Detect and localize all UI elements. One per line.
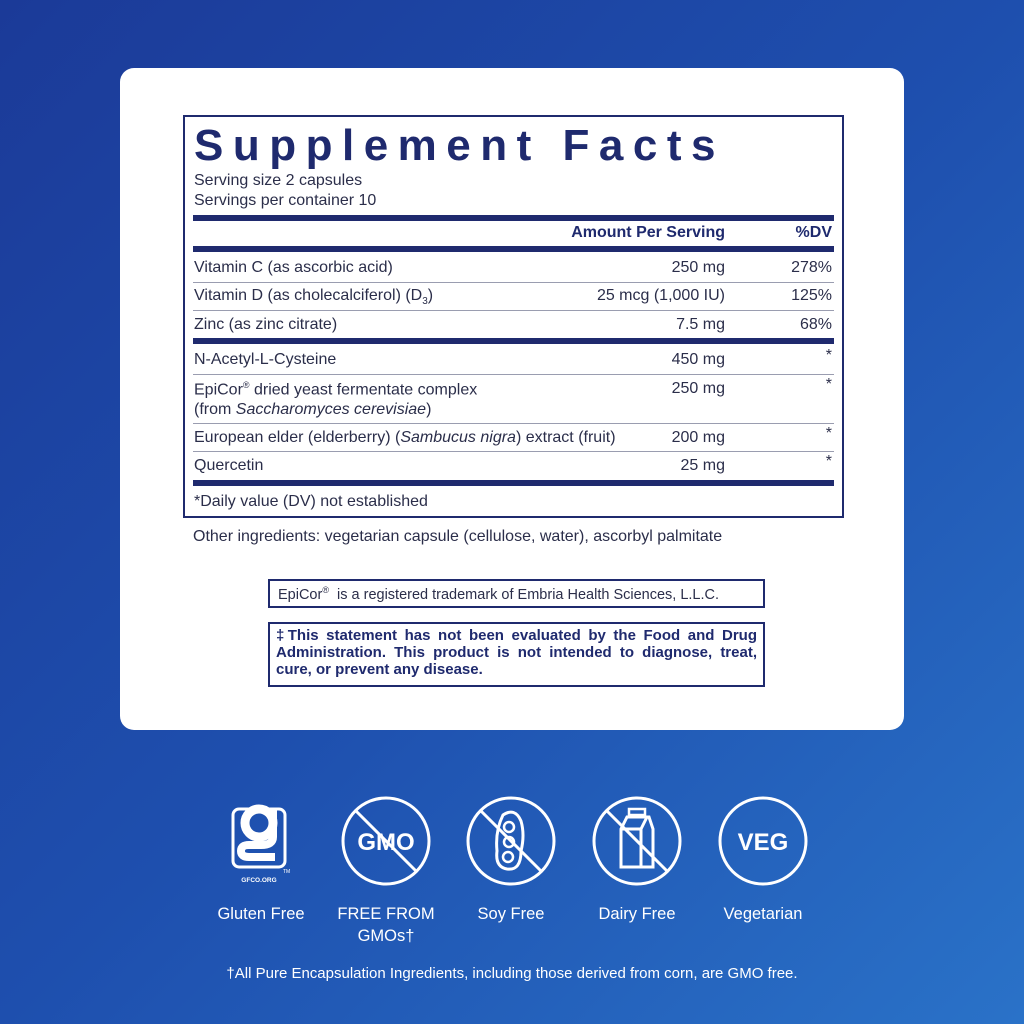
no-dairy-icon bbox=[592, 796, 682, 886]
row-name-rest: dried yeast fermentate complex bbox=[249, 381, 478, 399]
tm-mark: TM bbox=[283, 869, 290, 875]
row-name: EpiCor® dried yeast fermentate complex bbox=[194, 380, 477, 399]
label-line: GMOs† bbox=[357, 927, 415, 945]
gmo-text: GMO bbox=[357, 829, 414, 856]
row-name-end: ) extract (fruit) bbox=[515, 429, 616, 446]
gfco-text: GFCO.ORG bbox=[241, 877, 276, 884]
text: (from bbox=[194, 401, 236, 418]
row-name-text: European elder (elderberry) ( bbox=[194, 429, 401, 446]
row-amount: 25 mg bbox=[680, 457, 725, 474]
facts-title: Supplement Facts bbox=[194, 121, 725, 170]
species-name: Sambucus nigra bbox=[400, 429, 516, 446]
species-name: Saccharomyces cerevisiae bbox=[235, 401, 427, 418]
registered-mark: ® bbox=[322, 585, 329, 595]
row-name: Zinc (as zinc citrate) bbox=[194, 316, 338, 333]
divider bbox=[193, 282, 834, 283]
other-ingredients: Other ingredients: vegetarian capsule (c… bbox=[193, 528, 723, 545]
row-amount: 7.5 mg bbox=[676, 316, 725, 333]
row-amount: 450 mg bbox=[671, 351, 725, 368]
badge-label-gluten-free: Gluten Free bbox=[217, 905, 305, 923]
row-dv: * bbox=[825, 453, 832, 470]
row-dv: * bbox=[825, 347, 832, 364]
badge-label-dairy-free: Dairy Free bbox=[598, 905, 676, 923]
supplement-card bbox=[120, 68, 904, 730]
gmo-footnote: †All Pure Encapsulation Ingredients, inc… bbox=[226, 965, 798, 982]
row-dv: 125% bbox=[791, 287, 832, 304]
badge-label-gmo-free: FREE FROM GMOs† bbox=[316, 903, 456, 947]
fda-disclaimer: ‡This statement has not been evaluated b… bbox=[268, 622, 765, 687]
row-amount: 200 mg bbox=[671, 429, 725, 446]
veg-text: VEG bbox=[738, 829, 789, 856]
no-soy-icon bbox=[466, 796, 556, 886]
brand: EpiCor bbox=[278, 586, 323, 603]
row-name-end: ) bbox=[427, 287, 434, 304]
row-dv: * bbox=[825, 376, 832, 393]
row-name: European elder (elderberry) (Sambucus ni… bbox=[194, 429, 616, 447]
no-gmo-icon: GMO bbox=[341, 796, 431, 886]
row-dv: 278% bbox=[791, 259, 832, 276]
row-amount: 250 mg bbox=[671, 259, 725, 276]
trademark-notice: EpiCor® is a registered trademark of Emb… bbox=[268, 579, 765, 608]
row-name: Quercetin bbox=[194, 457, 264, 474]
supplement-facts-panel: Supplement Facts Serving size 2 capsules… bbox=[183, 115, 844, 518]
text: ) bbox=[426, 401, 432, 418]
gluten-free-gfco-icon: TM GFCO.ORG bbox=[231, 804, 290, 884]
divider bbox=[193, 215, 834, 221]
row-name-text: Vitamin D (as cholecalciferol) (D bbox=[194, 287, 423, 304]
row-name-line2: (from Saccharomyces cerevisiae) bbox=[194, 401, 431, 419]
serving-size: Serving size 2 capsules bbox=[194, 172, 363, 189]
row-name: Vitamin C (as ascorbic acid) bbox=[194, 259, 393, 276]
trademark-text: is a registered trademark of Embria Heal… bbox=[328, 586, 720, 603]
divider bbox=[193, 480, 834, 486]
badge-label-vegetarian: Vegetarian bbox=[723, 905, 803, 923]
row-amount: 25 mcg (1,000 IU) bbox=[596, 287, 725, 304]
servings-per-container: Servings per container 10 bbox=[194, 192, 377, 209]
row-name: Vitamin D (as cholecalciferol) (D3) bbox=[194, 287, 433, 307]
divider bbox=[193, 451, 834, 452]
dv-footnote: *Daily value (DV) not established bbox=[194, 493, 428, 510]
header-dv: %DV bbox=[795, 224, 832, 241]
header-amount: Amount Per Serving bbox=[571, 224, 725, 241]
divider bbox=[193, 246, 834, 252]
divider bbox=[193, 310, 834, 311]
badge-label-soy-free: Soy Free bbox=[477, 905, 545, 923]
divider bbox=[193, 374, 834, 375]
veg-icon: VEG bbox=[718, 796, 808, 886]
divider bbox=[193, 338, 834, 344]
row-amount: 250 mg bbox=[671, 380, 725, 397]
subscript: 3 bbox=[422, 296, 428, 308]
row-name-text: EpiCor bbox=[194, 381, 243, 399]
row-dv: 68% bbox=[799, 316, 832, 333]
row-name: N-Acetyl-L-Cysteine bbox=[194, 351, 337, 368]
row-dv: * bbox=[825, 425, 832, 442]
registered-mark: ® bbox=[242, 380, 250, 390]
label-line: FREE FROM bbox=[337, 905, 435, 923]
divider bbox=[193, 423, 834, 424]
